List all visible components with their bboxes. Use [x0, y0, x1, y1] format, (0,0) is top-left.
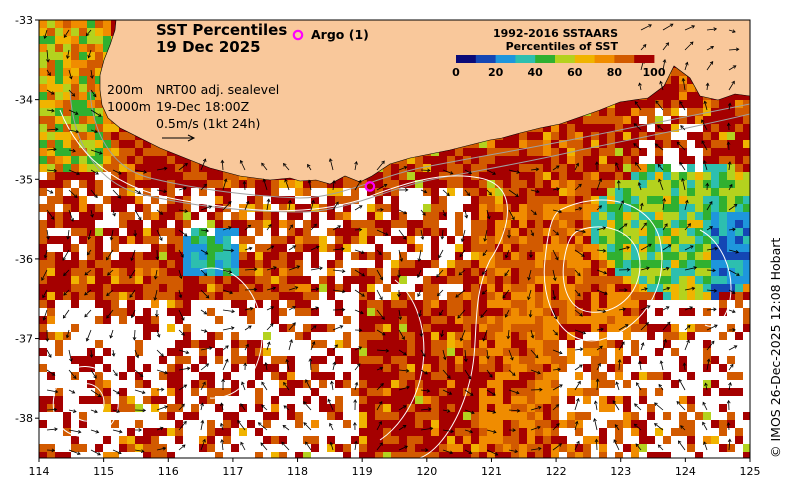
colorbar-tick-label: 40 [528, 66, 544, 79]
colorbar [456, 55, 655, 63]
x-axis: 114 115 116 117 118 119 120 121 122 123 124 125 [29, 458, 761, 478]
isobath-200m-label: 200m [107, 82, 143, 97]
plot-border [38, 19, 751, 459]
sealevel-contours [52, 109, 732, 458]
colorbar-swatch [614, 55, 635, 63]
argo-float-marker[interactable] [364, 181, 376, 192]
x-tick-label: 124 [675, 465, 696, 478]
current-vectors [41, 23, 740, 456]
x-tick-label: 123 [610, 465, 631, 478]
colorbar-tick-label: 80 [607, 66, 623, 79]
colorbar-title: 1992-2016 SSTAARS [493, 27, 618, 40]
x-tick-label: 115 [93, 465, 114, 478]
y-axis: -33 -34 -35 -36 -37 -38 [15, 14, 39, 425]
colorbar-swatch [594, 55, 615, 63]
colorbar-swatch [475, 55, 496, 63]
vector-scale-arrow [162, 134, 196, 142]
sealevel-label: NRT00 adj. sealevel [156, 82, 279, 97]
colorbar-tick-label: 100 [643, 66, 666, 79]
y-tick-label: -36 [15, 253, 33, 266]
colorbar-swatch [456, 55, 477, 63]
y-tick-label: -37 [15, 333, 33, 346]
colorbar-tick-label: 20 [488, 66, 504, 79]
colorbar-swatch [495, 55, 516, 63]
colorbar-swatch [555, 55, 576, 63]
x-tick-label: 121 [481, 465, 502, 478]
imos-credit: © IMOS 26-Dec-2025 12:08 Hobart [768, 238, 783, 458]
argo-legend-label: Argo (1) [311, 27, 369, 42]
colorbar-swatch [535, 55, 556, 63]
colorbar-swatch [634, 55, 655, 63]
x-tick-label: 119 [352, 465, 373, 478]
y-tick-label: -38 [15, 412, 33, 425]
x-tick-label: 122 [546, 465, 567, 478]
colorbar-swatch [574, 55, 595, 63]
x-tick-label: 116 [158, 465, 179, 478]
map-plot-area [39, 20, 750, 458]
vector-scale-label: 0.5m/s (1kt 24h) [156, 116, 260, 131]
map-title: SST Percentiles [156, 21, 287, 39]
colorbar-tick-label: 0 [452, 66, 460, 79]
colorbar-tick-label: 60 [567, 66, 583, 79]
isobath-1000m-label: 1000m [107, 99, 151, 114]
x-tick-label: 125 [740, 465, 761, 478]
y-tick-label: -33 [15, 14, 33, 27]
x-tick-label: 120 [416, 465, 437, 478]
argo-legend-icon [292, 29, 304, 41]
isobath-1000m [69, 89, 750, 213]
x-tick-label: 117 [222, 465, 243, 478]
colorbar-swatch [515, 55, 536, 63]
y-tick-label: -35 [15, 173, 33, 186]
analysis-time-label: 19-Dec 18:00Z [156, 99, 249, 114]
y-tick-label: -34 [15, 94, 33, 107]
colorbar-subtitle: Percentiles of SST [506, 40, 619, 53]
colorbar-ticks: 0 20 40 60 80 100 [452, 66, 666, 79]
map-date: 19 Dec 2025 [156, 38, 261, 56]
x-tick-label: 118 [287, 465, 308, 478]
x-tick-label: 114 [29, 465, 50, 478]
